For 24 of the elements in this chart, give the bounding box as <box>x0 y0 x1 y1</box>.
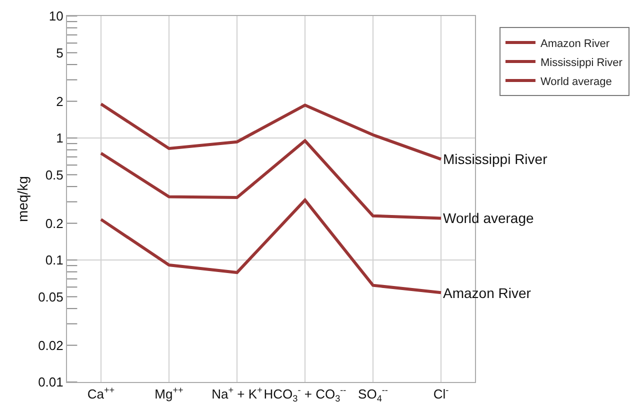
y-tick-label: 0.2 <box>45 216 64 231</box>
legend-label: Amazon River <box>540 38 610 50</box>
x-tick-label: Cl$^{-}$ <box>433 385 449 402</box>
line-series <box>100 139 442 220</box>
y-tick-label: 5 <box>56 45 64 60</box>
y-tick-label: 2 <box>56 94 64 109</box>
y-tick-label: 0.1 <box>45 252 64 268</box>
legend-label: Mississippi River <box>540 56 623 69</box>
line-series <box>100 102 442 161</box>
text: World average <box>443 210 534 226</box>
text: Mississippi River <box>443 151 548 167</box>
legend-label: World average <box>540 76 612 88</box>
x-tick-label: Ca$^{++}$ <box>87 385 115 402</box>
text: Amazon River <box>443 285 531 301</box>
y-tick-label: 0.05 <box>38 289 64 304</box>
y-tick-label: 0.5 <box>45 167 64 182</box>
y-tick-label: 0.01 <box>38 374 64 390</box>
y-axis-title: meq/kg <box>14 176 31 222</box>
line-series <box>100 198 442 294</box>
y-tick-label: 0.02 <box>38 338 64 353</box>
y-tick-label: 1 <box>56 130 64 146</box>
y-tick-label: 10 <box>48 8 64 24</box>
x-tick-label: Na$^{+}$ + K$^{+}$ <box>212 385 262 402</box>
x-tick-label: Mg$^{++}$ <box>154 385 184 402</box>
